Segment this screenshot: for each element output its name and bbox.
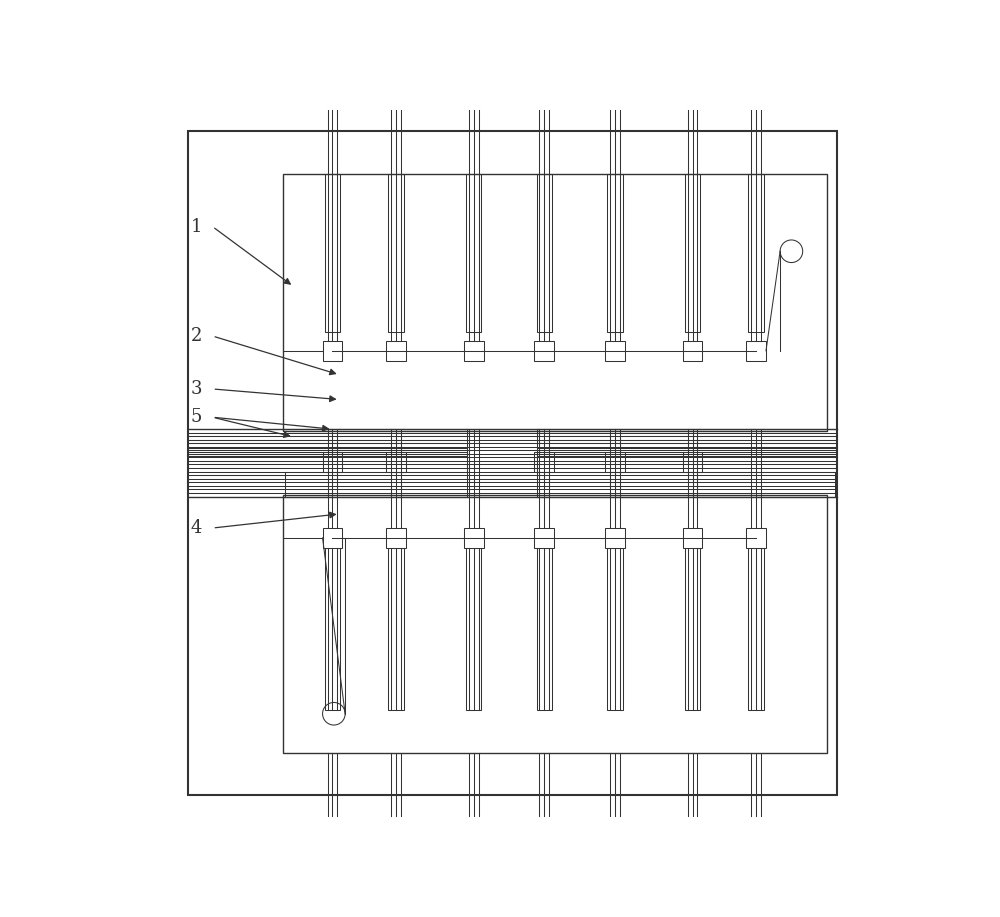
Bar xyxy=(685,547,700,710)
Bar xyxy=(386,452,406,471)
Bar xyxy=(534,528,554,547)
Bar xyxy=(283,495,827,753)
Bar xyxy=(537,547,552,710)
Text: 5: 5 xyxy=(190,408,202,426)
Bar xyxy=(607,173,623,333)
Bar xyxy=(466,173,481,333)
Text: 2: 2 xyxy=(190,327,202,345)
Bar xyxy=(323,341,342,360)
Bar xyxy=(537,173,552,333)
Bar xyxy=(283,173,827,431)
Bar xyxy=(323,452,342,471)
Bar xyxy=(325,547,340,710)
Bar xyxy=(464,528,484,547)
Bar xyxy=(388,173,404,333)
Bar xyxy=(746,528,766,547)
Bar xyxy=(323,528,342,547)
Text: 4: 4 xyxy=(190,519,202,537)
Bar xyxy=(464,341,484,360)
Bar xyxy=(325,173,340,333)
Bar xyxy=(683,341,702,360)
Text: 3: 3 xyxy=(190,380,202,398)
Bar xyxy=(605,452,625,471)
Bar xyxy=(683,452,702,471)
Bar xyxy=(534,452,554,471)
Bar xyxy=(466,547,481,710)
Bar xyxy=(388,547,404,710)
Bar xyxy=(605,528,625,547)
Bar xyxy=(746,341,766,360)
Bar xyxy=(683,528,702,547)
Bar xyxy=(534,341,554,360)
Bar xyxy=(605,341,625,360)
Bar xyxy=(386,528,406,547)
Bar xyxy=(748,547,764,710)
Bar xyxy=(386,341,406,360)
Bar xyxy=(685,173,700,333)
Bar xyxy=(748,173,764,333)
Bar xyxy=(607,547,623,710)
Text: 1: 1 xyxy=(190,217,202,236)
